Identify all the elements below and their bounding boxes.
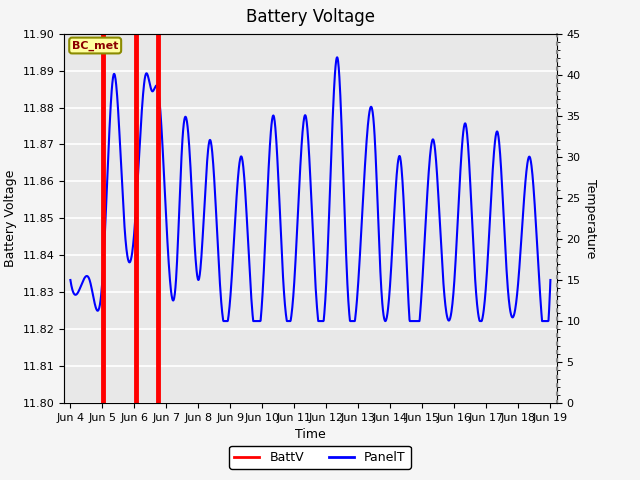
X-axis label: Time: Time: [295, 429, 326, 442]
Legend: BattV, PanelT: BattV, PanelT: [229, 446, 411, 469]
Y-axis label: Temperature: Temperature: [584, 179, 597, 258]
Y-axis label: Battery Voltage: Battery Voltage: [4, 170, 17, 267]
Text: BC_met: BC_met: [72, 40, 118, 51]
Title: Battery Voltage: Battery Voltage: [246, 9, 375, 26]
